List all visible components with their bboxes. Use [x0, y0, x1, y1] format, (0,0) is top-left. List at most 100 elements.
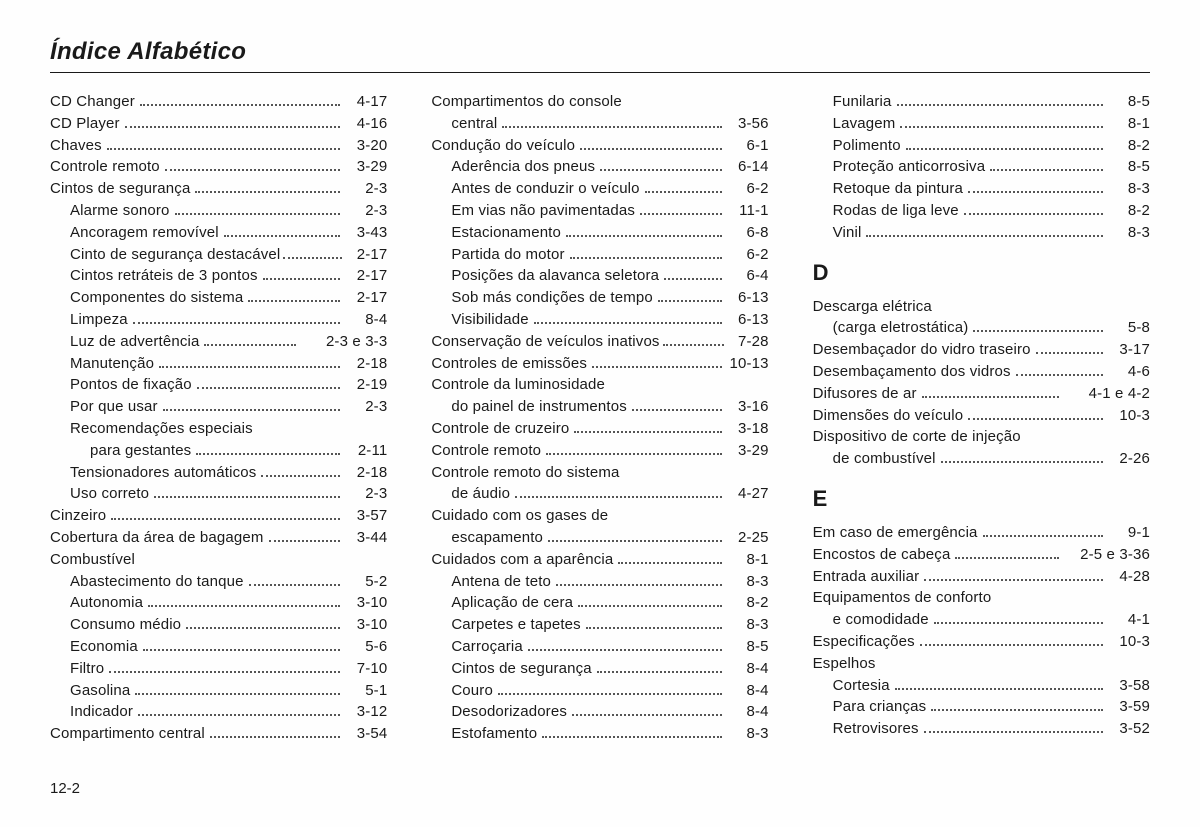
index-entry-page: 8-2: [727, 592, 769, 614]
index-entry-page: 5-8: [1108, 317, 1150, 339]
index-entry-label: Controle remoto: [431, 440, 541, 462]
index-entry-page: 3-20: [345, 135, 387, 157]
index-entry-label: Posições da alavanca seletora: [451, 265, 659, 287]
index-entry-page: 6-1: [727, 135, 769, 157]
index-entry-label: Sob más condições de tempo: [451, 287, 653, 309]
index-entry-label: Gasolina: [70, 680, 130, 702]
index-entry: Conservação de veículos inativos 7-28: [431, 331, 768, 353]
index-entry: Cintos de segurança8-4: [431, 658, 768, 680]
index-entry-label: Economia: [70, 636, 138, 658]
index-entry-label: Desembaçador do vidro traseiro: [813, 339, 1031, 361]
leader-dots: [283, 257, 342, 259]
index-entry-page: 2-26: [1108, 448, 1150, 470]
index-entry: Cortesia3-58: [813, 675, 1150, 697]
index-entry-page: 3-56: [727, 113, 769, 135]
index-entry-page: 2-11: [345, 440, 387, 462]
index-entry: Posições da alavanca seletora 6-4: [431, 265, 768, 287]
index-entry-page: 3-52: [1108, 718, 1150, 740]
index-entry-label: Compartimento central: [50, 723, 205, 745]
leader-dots: [269, 540, 341, 542]
leader-dots: [548, 540, 722, 542]
index-entry: Encostos de cabeça2-5 e 3-36: [813, 544, 1150, 566]
index-entry: Retrovisores 3-52: [813, 718, 1150, 740]
index-entry-page: 6-4: [727, 265, 769, 287]
index-entry-label: Combustível: [50, 549, 135, 571]
index-entry: Controle remoto3-29: [50, 156, 387, 178]
index-entry: (carga eletrostática)5-8: [813, 317, 1150, 339]
index-entry-page: 8-3: [1108, 178, 1150, 200]
index-entry: Uso correto2-3: [50, 483, 387, 505]
index-entry-label: Conservação de veículos inativos: [431, 331, 659, 353]
index-entry-page: 3-43: [345, 222, 387, 244]
index-entry-label: Estacionamento: [451, 222, 561, 244]
index-entry-label: Retrovisores: [833, 718, 919, 740]
leader-dots: [922, 396, 1059, 398]
index-entry: Couro8-4: [431, 680, 768, 702]
index-entry: Controles de emissões10-13: [431, 353, 768, 375]
index-entry: Componentes do sistema2-17: [50, 287, 387, 309]
leader-dots: [249, 584, 341, 586]
index-entry-label: Ancoragem removível: [70, 222, 219, 244]
index-entry-page: 4-1 e 4-2: [1064, 383, 1150, 405]
leader-dots: [931, 709, 1103, 711]
index-entry-label: Filtro: [70, 658, 104, 680]
leader-dots: [248, 300, 340, 302]
index-entry-page: 7-28: [727, 331, 769, 353]
index-entry-label: do painel de instrumentos: [451, 396, 627, 418]
index-entry-page: 10-3: [1108, 631, 1150, 653]
leader-dots: [109, 671, 340, 673]
index-entry-label: Em vias não pavimentadas: [451, 200, 635, 222]
index-entry-label: Cinzeiro: [50, 505, 106, 527]
index-entry: Dispositivo de corte de injeção: [813, 426, 1150, 448]
index-entry-page: 8-3: [727, 723, 769, 745]
index-entry-label: Desembaçamento dos vidros: [813, 361, 1011, 383]
index-entry-label: Couro: [451, 680, 493, 702]
index-entry: Por que usar2-3: [50, 396, 387, 418]
leader-dots: [148, 605, 340, 607]
index-entry: CD Player4-16: [50, 113, 387, 135]
index-entry-page: 8-2: [1108, 200, 1150, 222]
leader-dots: [866, 235, 1103, 237]
leader-dots: [964, 213, 1103, 215]
index-entry-label: Desodorizadores: [451, 701, 567, 723]
leader-dots: [574, 431, 721, 433]
index-entry: Cinzeiro3-57: [50, 505, 387, 527]
index-entry-page: 3-44: [345, 527, 387, 549]
index-entry: Especificações10-3: [813, 631, 1150, 653]
index-entry-page: 3-17: [1108, 339, 1150, 361]
index-entry-page: 8-2: [1108, 135, 1150, 157]
leader-dots: [955, 557, 1059, 559]
index-entry: Pontos de fixação2-19: [50, 374, 387, 396]
index-entry: Controle remoto 3-29: [431, 440, 768, 462]
leader-dots: [111, 518, 340, 520]
index-entry-label: Vinil: [833, 222, 862, 244]
index-entry-label: Difusores de ar: [813, 383, 917, 405]
index-entry: Indicador3-12: [50, 701, 387, 723]
leader-dots: [897, 104, 1103, 106]
index-entry: Controle remoto do sistema: [431, 462, 768, 484]
index-entry-label: Controle da luminosidade: [431, 374, 605, 396]
index-entry-page: 6-2: [727, 244, 769, 266]
index-entry: Antes de conduzir o veículo6-2: [431, 178, 768, 200]
index-entry-label: Cobertura da área de bagagem: [50, 527, 264, 549]
index-entry-page: 5-1: [345, 680, 387, 702]
index-entry: Cintos de segurança2-3: [50, 178, 387, 200]
index-entry: Alarme sonoro2-3: [50, 200, 387, 222]
index-entry-page: 4-27: [727, 483, 769, 505]
index-entry-label: Controles de emissões: [431, 353, 587, 375]
index-column-3: Funilaria8-5Lavagem8-1Polimento8-2Proteç…: [813, 91, 1150, 745]
index-entry-label: e comodidade: [833, 609, 929, 631]
index-entry-label: Descarga elétrica: [813, 296, 932, 318]
index-entry: Em vias não pavimentadas11-1: [431, 200, 768, 222]
leader-dots: [1016, 374, 1103, 376]
index-entry-label: Lavagem: [833, 113, 896, 135]
index-entry-page: 3-29: [727, 440, 769, 462]
index-columns: CD Changer4-17CD Player4-16Chaves3-20Con…: [50, 91, 1150, 745]
index-entry-page: 6-8: [727, 222, 769, 244]
leader-dots: [578, 605, 722, 607]
leader-dots: [645, 191, 722, 193]
leader-dots: [924, 579, 1103, 581]
index-entry-page: 3-10: [345, 614, 387, 636]
index-entry-label: Alarme sonoro: [70, 200, 170, 222]
index-entry: Cuidados com a aparência8-1: [431, 549, 768, 571]
